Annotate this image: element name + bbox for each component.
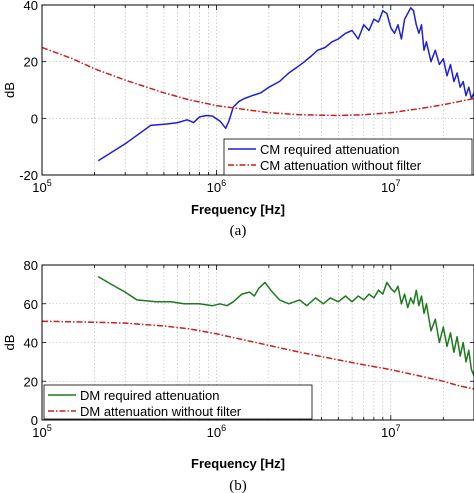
y-axis-label: dB (2, 82, 17, 98)
y-tick-label: 40 (24, 336, 38, 351)
panel-caption: (b) (229, 478, 247, 493)
series-line-1 (97, 7, 474, 162)
legend-box (223, 138, 473, 176)
legend-label-2: CM attenuation without filter (260, 158, 422, 173)
grid (42, 265, 474, 420)
x-tick-base: 10 (381, 425, 395, 440)
legend-label-2: DM attenuation without filter (80, 404, 242, 419)
x-tick-exponent: 7 (396, 423, 401, 433)
legend-box (43, 384, 313, 420)
legend-label-1: DM required attenuation (80, 388, 219, 403)
x-tick-base: 10 (32, 180, 46, 195)
x-tick-label: 105 (32, 423, 51, 440)
y-tick-label: 0 (31, 413, 38, 428)
grid (42, 5, 474, 175)
series-line-2 (42, 320, 474, 390)
x-tick-label: 106 (207, 423, 226, 440)
series-line-1 (97, 275, 474, 376)
x-tick-label: 106 (207, 178, 226, 195)
x-tick-base: 10 (207, 425, 221, 440)
x-tick-exponent: 7 (396, 178, 401, 188)
x-tick-label: 107 (381, 178, 400, 195)
x-tick-exponent: 5 (47, 423, 52, 433)
y-tick-label: 80 (24, 258, 38, 273)
y-tick-label: 0 (31, 111, 38, 126)
x-tick-base: 10 (381, 180, 395, 195)
legend-label-1: CM required attenuation (260, 142, 399, 157)
x-tick-base: 10 (32, 425, 46, 440)
y-tick-label: 20 (24, 374, 38, 389)
y-tick-label: 40 (24, 0, 38, 13)
x-axis-label: Frequency [Hz] (191, 456, 285, 471)
y-axis-label: dB (2, 335, 17, 351)
x-tick-label: 107 (381, 423, 400, 440)
x-tick-exponent: 5 (47, 178, 52, 188)
y-tick-label: 60 (24, 297, 38, 312)
x-axis-label: Frequency [Hz] (191, 202, 285, 217)
x-tick-label: 105 (32, 178, 51, 195)
y-tick-label: -20 (19, 168, 38, 183)
x-tick-base: 10 (207, 180, 221, 195)
x-tick-exponent: 6 (221, 423, 226, 433)
y-tick-label: 20 (24, 55, 38, 70)
panel-caption: (a) (230, 223, 247, 239)
x-tick-exponent: 6 (221, 178, 226, 188)
